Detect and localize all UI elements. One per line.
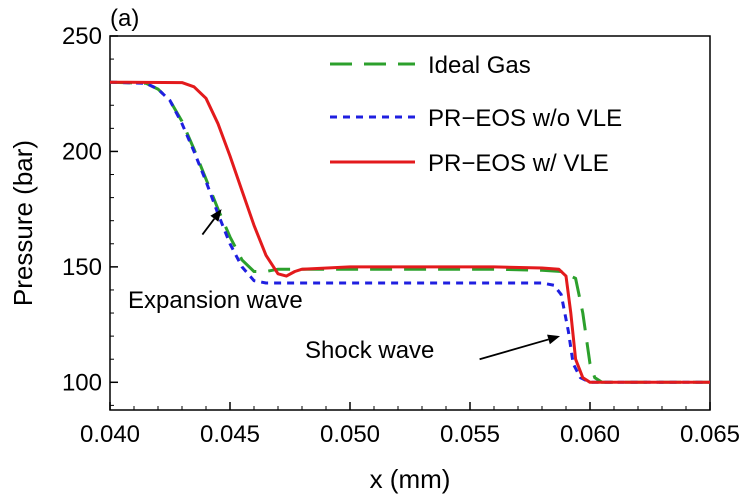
x-tick-label: 0.045: [200, 421, 260, 448]
shock-wave-arrowhead: [547, 334, 560, 345]
y-tick-label: 100: [62, 369, 102, 396]
expansion-wave-label: Expansion wave: [128, 287, 303, 314]
legend: Ideal Gas PR−EOS w/o VLE PR−EOS w/ VLE: [330, 52, 622, 177]
plot-frame: [109, 35, 711, 411]
legend-label-pr-eos-w-vle: PR−EOS w/ VLE: [428, 150, 609, 177]
panel-label: (a): [110, 5, 139, 32]
series-line-pr-eos-w-o-vle: [109, 80, 710, 384]
expansion-wave-arrow: [201, 218, 216, 236]
expansion-wave-arrowhead: [210, 209, 222, 222]
x-axis-ticks: 0.040 0.045 0.050 0.055 0.060 0.065: [80, 402, 740, 448]
annotations: Expansion wave Shock wave: [128, 209, 560, 364]
y-tick-label: 250: [62, 23, 102, 50]
series-line-ideal-gas: [109, 80, 710, 384]
series-group: [109, 80, 710, 384]
x-tick-label: 0.055: [440, 421, 500, 448]
legend-label-pr-eos-wo-vle: PR−EOS w/o VLE: [428, 105, 622, 132]
x-tick-label: 0.050: [320, 421, 380, 448]
series-line-pr-eos-w-vle: [109, 80, 710, 384]
x-tick-label: 0.040: [80, 421, 140, 448]
y-tick-label: 150: [62, 254, 102, 281]
x-axis-label: x (mm): [370, 464, 451, 494]
x-tick-label: 0.060: [560, 421, 620, 448]
y-axis-ticks: 100 150 200 250: [62, 23, 118, 406]
legend-label-ideal-gas: Ideal Gas: [428, 52, 531, 79]
shock-wave-label: Shock wave: [305, 337, 434, 364]
y-tick-label: 200: [62, 138, 102, 165]
y-axis-label: Pressure (bar): [8, 140, 38, 306]
shock-wave-arrow: [479, 338, 549, 361]
x-tick-label: 0.065: [680, 421, 740, 448]
